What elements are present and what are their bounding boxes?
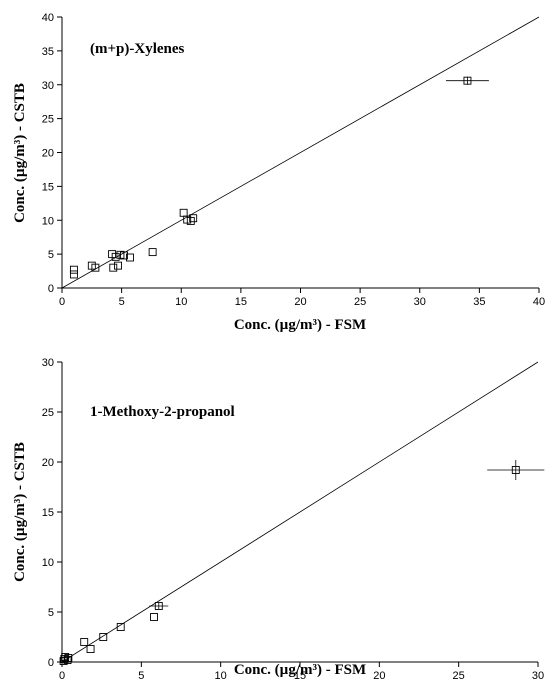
x-tick-label: 0 — [59, 670, 65, 681]
y-tick-label: 10 — [42, 215, 54, 227]
data-point — [148, 248, 157, 257]
y-tick-label: 15 — [42, 181, 54, 193]
y-tick-label: 25 — [42, 407, 54, 419]
y-tick-label: 25 — [42, 114, 54, 126]
point-marker — [91, 263, 100, 272]
chart-title: 1-Methoxy-2-propanol — [90, 404, 235, 420]
point-marker — [189, 214, 198, 223]
x-tick-label: 40 — [533, 296, 545, 308]
point-marker — [59, 657, 68, 665]
x-tick-label: 0 — [59, 296, 65, 308]
y-axis-label: Conc. (µg/m³) - CSTB — [12, 442, 28, 582]
data-point — [59, 657, 68, 665]
point-marker — [80, 638, 89, 646]
point-marker — [69, 265, 78, 274]
point-marker — [86, 645, 95, 653]
data-point — [99, 633, 108, 641]
data-point — [111, 252, 120, 261]
y-tick-label: 5 — [48, 607, 54, 619]
y-axis-label: Conc. (µg/m³) - CSTB — [12, 83, 28, 223]
data-point — [69, 270, 78, 279]
data-point — [126, 253, 134, 262]
x-tick-label: 30 — [414, 296, 426, 308]
point-marker — [148, 248, 157, 257]
data-point — [150, 613, 158, 621]
data-point — [114, 261, 122, 270]
x-tick-label: 15 — [294, 670, 306, 681]
y-tick-label: 20 — [42, 457, 54, 469]
data-point — [109, 263, 118, 272]
x-tick-label: 30 — [532, 670, 544, 681]
point-marker — [64, 654, 73, 662]
y-tick-label: 40 — [42, 12, 54, 24]
point-marker — [116, 623, 125, 631]
data-point — [487, 460, 545, 480]
reference-line — [61, 16, 540, 289]
x-axis-label: Conc. (µg/m³) - FSM — [234, 662, 366, 678]
point-marker — [63, 656, 72, 664]
x-tick-label: 25 — [354, 296, 366, 308]
y-tick-label: 0 — [48, 657, 54, 669]
xylenes-chart: 0 5 10 15 20 25 30 35 40 0 5 10 15 20 25 30 35 40 (m+p)-X… — [12, 12, 545, 333]
point-marker — [69, 270, 78, 279]
point-marker — [111, 252, 120, 261]
data-point — [120, 251, 128, 260]
x-tick-label: 35 — [473, 296, 485, 308]
point-marker — [511, 466, 520, 474]
data-point — [179, 208, 188, 217]
x-axis-label: Conc. (µg/m³) - FSM — [234, 317, 366, 333]
point-marker — [186, 216, 195, 225]
data-point — [69, 265, 78, 274]
methoxypropanol-chart: 0 5 10 15 20 25 30 0 5 10 15 20 25 30 1-Methoxy-2-pro… — [12, 357, 545, 681]
x-tick-label: 25 — [453, 670, 465, 681]
x-tick-label: 15 — [235, 296, 247, 308]
data-point — [149, 602, 169, 610]
data-point — [86, 645, 95, 653]
y-tick-label: 5 — [48, 249, 54, 261]
y-tick-label: 0 — [48, 283, 54, 295]
y-tick-label: 30 — [42, 80, 54, 92]
reference-line — [61, 361, 539, 663]
x-tick-label: 20 — [373, 670, 385, 681]
point-marker — [109, 263, 118, 272]
x-tick-label: 5 — [119, 296, 125, 308]
data-point — [189, 214, 198, 223]
y-tick-label: 30 — [42, 357, 54, 369]
data-point — [116, 623, 125, 631]
point-marker — [126, 253, 134, 262]
data-point — [186, 216, 195, 225]
chart-title: (m+p)-Xylenes — [90, 41, 185, 57]
x-tick-label: 10 — [215, 670, 227, 681]
y-tick-label: 35 — [42, 46, 54, 58]
point-marker — [150, 613, 158, 621]
data-point — [64, 654, 73, 662]
point-marker — [463, 76, 472, 85]
y-tick-label: 15 — [42, 507, 54, 519]
x-tick-label: 10 — [175, 296, 187, 308]
point-marker — [114, 261, 122, 270]
data-point — [445, 76, 489, 85]
data-point — [91, 263, 100, 272]
point-marker — [154, 602, 163, 610]
x-tick-label: 5 — [138, 670, 144, 681]
data-point — [63, 656, 72, 664]
x-tick-label: 20 — [294, 296, 306, 308]
y-tick-label: 20 — [42, 148, 54, 160]
point-marker — [99, 633, 108, 641]
data-point — [80, 638, 89, 646]
point-marker — [179, 208, 188, 217]
point-marker — [120, 251, 128, 260]
y-tick-label: 10 — [42, 557, 54, 569]
